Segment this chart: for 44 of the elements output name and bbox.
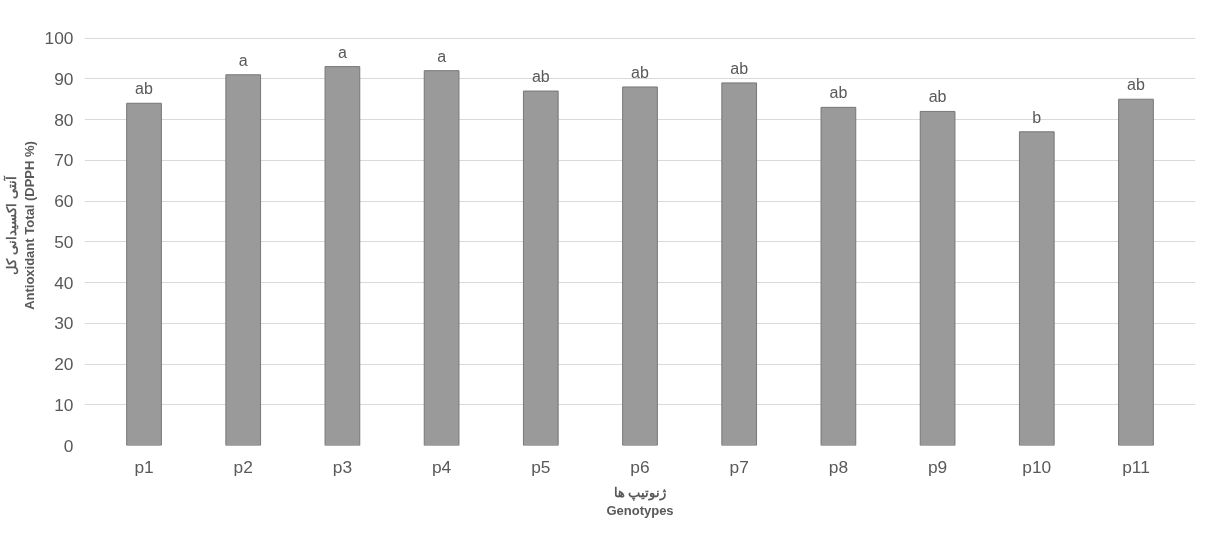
x-tick-label: p4: [431, 456, 452, 477]
y-tick-label: 90: [54, 68, 74, 89]
y-tick-label: 20: [54, 354, 74, 375]
x-tick-label: p11: [1122, 456, 1150, 477]
bar: [324, 66, 361, 446]
y-tick-label: 30: [54, 313, 74, 334]
annotation: ab: [135, 80, 154, 98]
x-tick-label: p2: [233, 456, 253, 477]
x-tick-label: p1: [134, 456, 154, 477]
bar: [423, 70, 460, 446]
bar: [622, 86, 658, 446]
bar: [919, 110, 956, 446]
annotation: ab: [730, 59, 749, 77]
x-tick-label: p5: [531, 456, 551, 477]
x-tick-label: p8: [828, 456, 849, 477]
x-tick-label: p10: [1022, 456, 1052, 477]
bar: [126, 102, 162, 446]
y-tick-label: 70: [54, 150, 74, 171]
bar: [1018, 131, 1055, 446]
annotation: ab: [1127, 76, 1145, 94]
x-tick-label: p6: [630, 456, 650, 477]
y-tick-label: 80: [54, 109, 74, 130]
x-tick-label: p3: [332, 456, 353, 477]
annotation: a: [238, 51, 248, 69]
bar: [721, 82, 758, 446]
y-tick-label: 10: [54, 394, 74, 415]
y-tick-label: 100: [44, 28, 74, 49]
annotation: a: [337, 43, 347, 61]
annotation: ab: [829, 84, 848, 102]
annotation: ab: [631, 63, 649, 81]
bar: [1118, 98, 1154, 446]
y-tick-label: 0: [63, 435, 74, 456]
bar: [820, 106, 857, 446]
bar: [225, 74, 262, 446]
y-tick-label: 60: [54, 191, 74, 212]
annotation: ab: [531, 67, 550, 85]
y-tick-label: 50: [54, 231, 74, 252]
annotation: b: [1032, 108, 1042, 126]
annotation: ab: [928, 88, 947, 106]
annotation: a: [437, 47, 447, 65]
y-tick-label: 40: [54, 272, 74, 293]
x-tick-label: p9: [927, 456, 948, 477]
x-tick-label: p7: [729, 456, 749, 477]
bar: [522, 90, 559, 446]
